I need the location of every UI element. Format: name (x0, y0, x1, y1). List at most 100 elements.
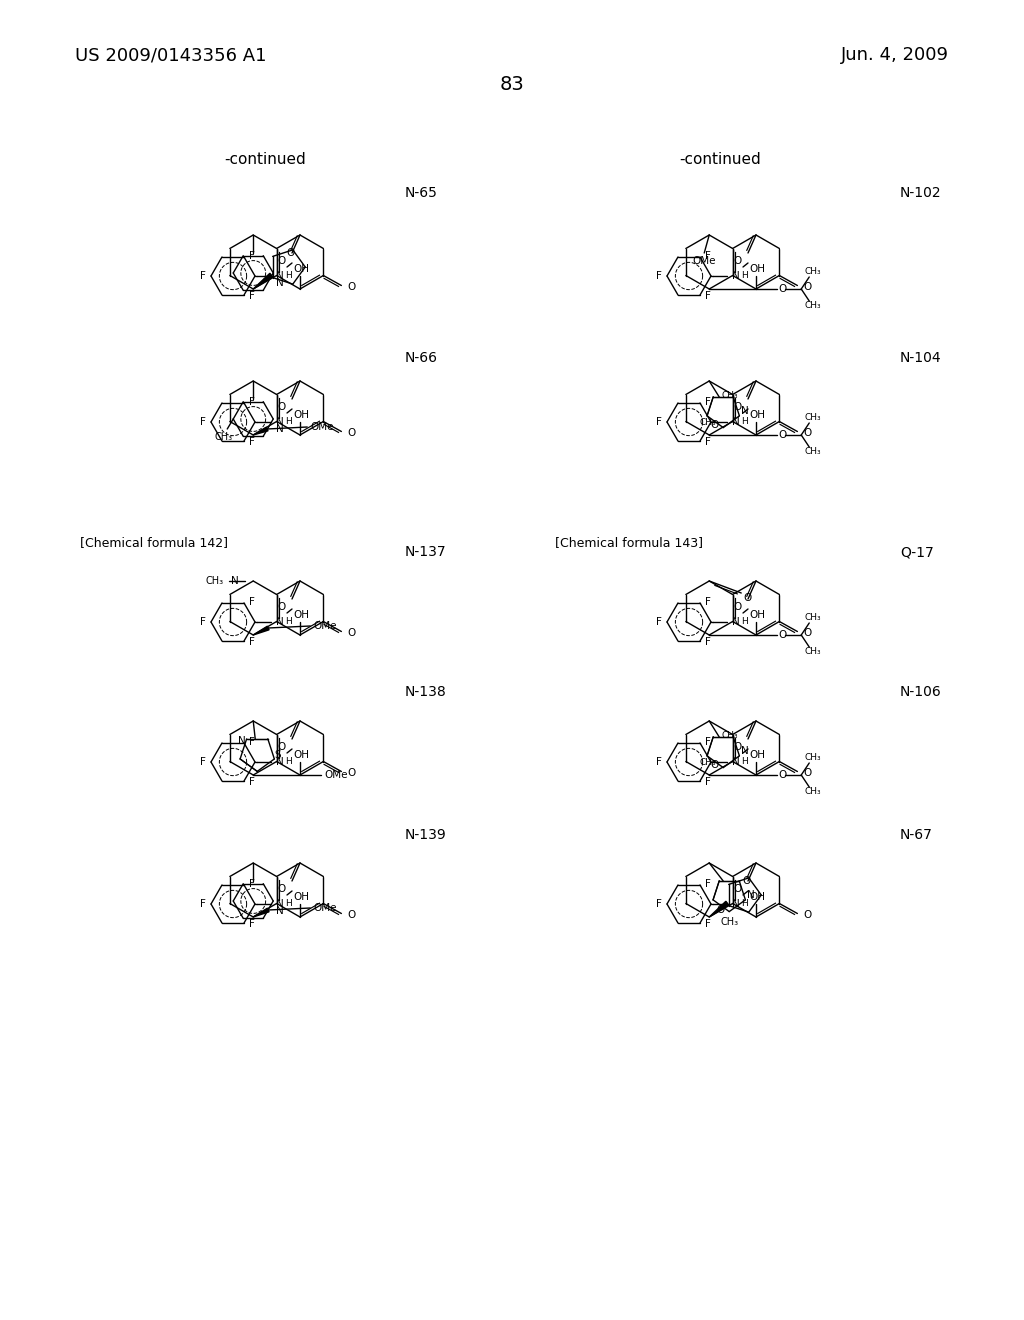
Text: O: O (734, 602, 742, 612)
Text: CH₃: CH₃ (699, 758, 716, 767)
Text: N: N (740, 746, 749, 755)
Text: F: F (705, 290, 711, 301)
Text: O: O (734, 256, 742, 267)
Text: OH: OH (749, 750, 765, 760)
Text: N: N (732, 756, 740, 767)
Text: OMe: OMe (313, 620, 337, 631)
Text: F: F (656, 417, 662, 426)
Text: F: F (705, 777, 711, 787)
Text: N: N (276, 271, 284, 281)
Text: OMe: OMe (325, 770, 348, 780)
Text: H: H (286, 899, 293, 908)
Text: N: N (276, 899, 284, 909)
Text: OH: OH (293, 264, 309, 275)
Polygon shape (253, 626, 269, 635)
Text: F: F (705, 251, 711, 261)
Text: F: F (656, 899, 662, 909)
Text: N-102: N-102 (900, 186, 942, 201)
Text: [Chemical formula 143]: [Chemical formula 143] (555, 536, 703, 549)
Text: O: O (804, 628, 812, 639)
Text: US 2009/0143356 A1: US 2009/0143356 A1 (75, 46, 266, 63)
Text: CH₃: CH₃ (805, 267, 821, 276)
Text: H: H (741, 618, 749, 627)
Text: O: O (778, 284, 786, 294)
Text: O: O (278, 884, 286, 894)
Text: F: F (705, 737, 711, 747)
Text: O: O (778, 770, 786, 780)
Text: F: F (249, 397, 255, 407)
Polygon shape (253, 273, 272, 289)
Text: N: N (231, 576, 240, 586)
Text: N: N (239, 735, 246, 746)
Text: O: O (278, 742, 286, 752)
Text: F: F (200, 756, 206, 767)
Text: N-67: N-67 (900, 828, 933, 842)
Text: OH: OH (293, 610, 309, 620)
Text: O: O (711, 760, 719, 770)
Text: CH₃: CH₃ (805, 301, 821, 309)
Text: CH₃: CH₃ (805, 612, 821, 622)
Text: O: O (804, 768, 812, 779)
Polygon shape (253, 908, 269, 917)
Text: O: O (743, 593, 752, 603)
Text: O: O (347, 282, 355, 293)
Text: N: N (276, 616, 284, 627)
Text: OMe: OMe (692, 256, 716, 267)
Text: F: F (200, 899, 206, 909)
Text: F: F (249, 597, 255, 607)
Text: CH₃: CH₃ (720, 916, 738, 927)
Text: O: O (711, 420, 719, 430)
Text: O: O (717, 906, 725, 915)
Text: O: O (278, 403, 286, 412)
Text: O: O (734, 742, 742, 752)
Text: N: N (746, 890, 755, 900)
Text: -continued: -continued (679, 153, 761, 168)
Text: CH₃: CH₃ (805, 412, 821, 421)
Text: O: O (286, 248, 294, 259)
Text: O: O (278, 256, 286, 267)
Text: H: H (286, 272, 293, 281)
Text: OH: OH (749, 264, 765, 275)
Text: O: O (742, 876, 751, 887)
Text: [Chemical formula 142]: [Chemical formula 142] (80, 536, 228, 549)
Text: F: F (705, 437, 711, 447)
Text: OH: OH (749, 610, 765, 620)
Text: O: O (778, 430, 786, 440)
Polygon shape (710, 902, 729, 917)
Text: F: F (705, 919, 711, 929)
Text: O: O (347, 429, 355, 438)
Text: N-65: N-65 (406, 186, 438, 201)
Text: N-106: N-106 (900, 685, 942, 700)
Text: O: O (278, 602, 286, 612)
Text: N: N (740, 405, 749, 416)
Text: OH: OH (749, 411, 765, 420)
Text: N-66: N-66 (406, 351, 438, 366)
Text: F: F (249, 638, 255, 647)
Text: CH₃: CH₃ (805, 787, 821, 796)
Text: F: F (249, 437, 255, 447)
Text: N: N (275, 424, 284, 434)
Text: F: F (705, 597, 711, 607)
Text: O: O (804, 429, 812, 438)
Text: H: H (286, 758, 293, 767)
Text: H: H (741, 272, 749, 281)
Text: O: O (804, 282, 812, 293)
Text: F: F (249, 777, 255, 787)
Text: F: F (656, 756, 662, 767)
Text: Jun. 4, 2009: Jun. 4, 2009 (841, 46, 949, 63)
Text: Q-17: Q-17 (900, 545, 934, 558)
Text: F: F (200, 417, 206, 426)
Text: S: S (274, 750, 282, 760)
Text: F: F (705, 879, 711, 888)
Text: CH₃: CH₃ (722, 731, 738, 739)
Text: N-104: N-104 (900, 351, 942, 366)
Text: F: F (705, 638, 711, 647)
Text: F: F (249, 879, 255, 888)
Text: N: N (276, 417, 284, 426)
Text: N-137: N-137 (406, 545, 446, 558)
Text: OH: OH (293, 411, 309, 420)
Text: F: F (656, 616, 662, 627)
Text: F: F (200, 616, 206, 627)
Text: N: N (275, 906, 284, 916)
Text: N: N (276, 756, 284, 767)
